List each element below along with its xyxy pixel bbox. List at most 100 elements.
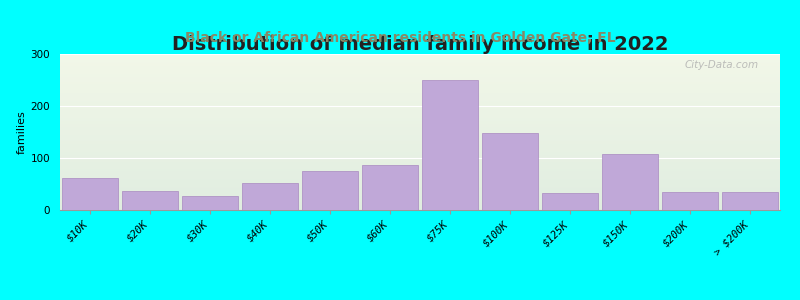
Bar: [60, 141, 780, 143]
Bar: [60, 158, 780, 160]
Bar: [60, 113, 780, 115]
Bar: [60, 98, 780, 99]
Bar: [60, 193, 780, 194]
Bar: [60, 187, 780, 188]
Bar: [60, 201, 780, 202]
Bar: [60, 70, 780, 71]
Bar: [60, 67, 780, 68]
Bar: [60, 176, 780, 177]
Bar: [60, 73, 780, 74]
Bar: [60, 143, 780, 145]
Bar: [542, 194, 598, 210]
Bar: [60, 182, 780, 184]
Bar: [60, 138, 780, 140]
Bar: [60, 165, 780, 166]
Bar: [60, 92, 780, 93]
Bar: [662, 192, 718, 210]
Bar: [60, 79, 780, 80]
Bar: [60, 174, 780, 176]
Bar: [60, 134, 780, 135]
Bar: [60, 102, 780, 104]
Bar: [62, 178, 118, 210]
Bar: [60, 163, 780, 165]
Bar: [60, 65, 780, 67]
Bar: [482, 133, 538, 210]
Bar: [60, 145, 780, 146]
Bar: [60, 110, 780, 112]
Bar: [60, 59, 780, 60]
Bar: [602, 154, 658, 210]
Bar: [122, 191, 178, 210]
Bar: [60, 60, 780, 62]
Bar: [722, 192, 778, 210]
Bar: [60, 137, 780, 138]
Bar: [60, 124, 780, 126]
Bar: [60, 208, 780, 210]
Bar: [60, 160, 780, 162]
Bar: [60, 76, 780, 77]
Bar: [60, 166, 780, 168]
Bar: [60, 85, 780, 87]
Bar: [60, 157, 780, 158]
Bar: [60, 149, 780, 151]
Text: City-Data.com: City-Data.com: [684, 60, 758, 70]
Bar: [60, 185, 780, 187]
Bar: [60, 130, 780, 132]
Bar: [60, 118, 780, 119]
Bar: [60, 82, 780, 84]
Bar: [60, 104, 780, 106]
Bar: [60, 190, 780, 191]
Bar: [60, 109, 780, 110]
Bar: [60, 62, 780, 63]
Bar: [60, 54, 780, 56]
Bar: [242, 183, 298, 210]
Bar: [60, 152, 780, 154]
Bar: [60, 146, 780, 148]
Bar: [60, 68, 780, 70]
Bar: [60, 119, 780, 121]
Bar: [60, 87, 780, 88]
Bar: [60, 177, 780, 179]
Bar: [60, 207, 780, 208]
Bar: [60, 129, 780, 130]
Bar: [60, 151, 780, 152]
Bar: [362, 165, 418, 210]
Bar: [60, 168, 780, 170]
Bar: [60, 191, 780, 193]
Bar: [60, 112, 780, 113]
Bar: [60, 93, 780, 94]
Bar: [60, 199, 780, 201]
Bar: [60, 171, 780, 172]
Bar: [60, 94, 780, 96]
Bar: [60, 77, 780, 79]
Bar: [60, 90, 780, 92]
Bar: [60, 204, 780, 205]
Bar: [60, 116, 780, 118]
Bar: [60, 126, 780, 127]
Bar: [60, 172, 780, 174]
Y-axis label: families: families: [17, 110, 26, 154]
Bar: [60, 155, 780, 157]
Bar: [60, 56, 780, 57]
Bar: [60, 135, 780, 137]
Bar: [60, 196, 780, 197]
Bar: [60, 107, 780, 109]
Bar: [60, 127, 780, 129]
Bar: [60, 132, 780, 134]
Bar: [302, 171, 358, 210]
Bar: [60, 121, 780, 123]
Bar: [60, 115, 780, 116]
Bar: [422, 80, 478, 210]
Bar: [60, 96, 780, 98]
Bar: [60, 180, 780, 182]
Bar: [60, 162, 780, 163]
Bar: [60, 197, 780, 199]
Bar: [60, 123, 780, 124]
Bar: [60, 194, 780, 196]
Title: Distribution of median family income in 2022: Distribution of median family income in …: [172, 35, 668, 54]
Bar: [60, 57, 780, 59]
Bar: [60, 184, 780, 185]
Bar: [60, 63, 780, 65]
Bar: [60, 148, 780, 149]
Bar: [60, 71, 780, 73]
